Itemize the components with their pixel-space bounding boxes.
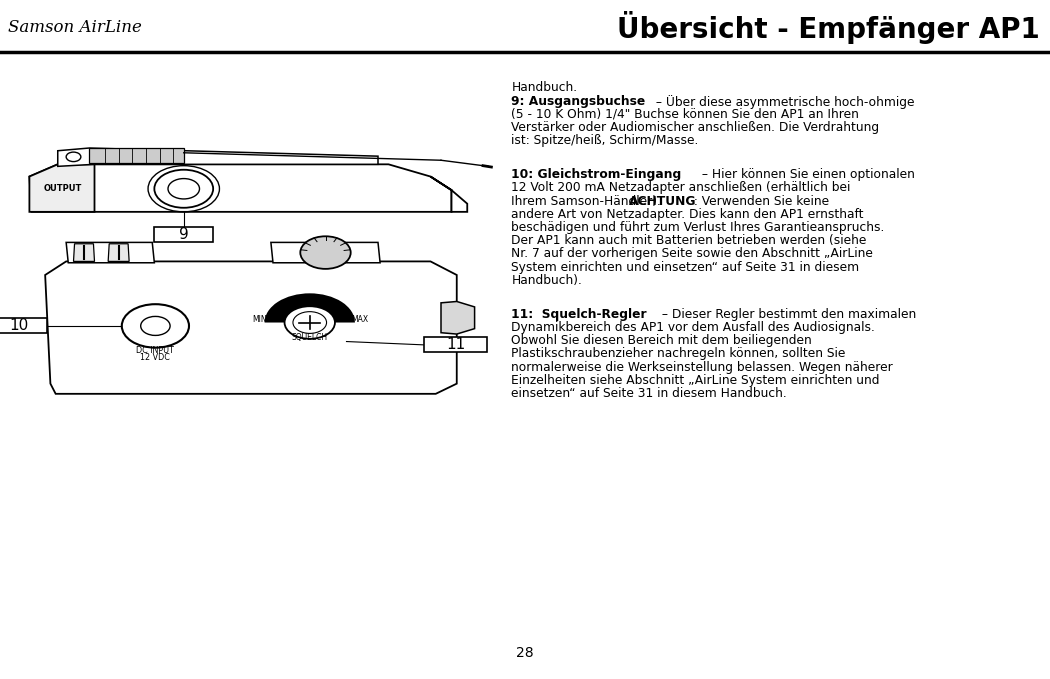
Text: andere Art von Netzadapter. Dies kann den AP1 ernsthaft: andere Art von Netzadapter. Dies kann de… [511, 208, 864, 221]
Text: Plastikschraubenzieher nachregeln können, sollten Sie: Plastikschraubenzieher nachregeln können… [511, 347, 845, 361]
Polygon shape [430, 177, 467, 212]
Text: MIN: MIN [252, 315, 267, 325]
Text: System einrichten und einsetzen“ auf Seite 31 in diesem: System einrichten und einsetzen“ auf Sei… [511, 261, 860, 274]
Polygon shape [74, 244, 94, 261]
Text: 11: 11 [446, 337, 465, 352]
Polygon shape [271, 242, 380, 263]
Text: 10: 10 [9, 318, 28, 333]
Text: DC INPUT: DC INPUT [136, 346, 174, 355]
Text: ACHTUNG: ACHTUNG [629, 194, 696, 208]
Text: 9: 9 [178, 227, 189, 242]
Text: 9: Ausgangsbuchse: 9: Ausgangsbuchse [511, 95, 646, 108]
Text: Dynamikbereich des AP1 vor dem Ausfall des Audiosignals.: Dynamikbereich des AP1 vor dem Ausfall d… [511, 320, 876, 334]
Text: Der AP1 kann auch mit Batterien betrieben werden (siehe: Der AP1 kann auch mit Batterien betriebe… [511, 234, 866, 247]
Text: – Über diese asymmetrische hoch-ohmige: – Über diese asymmetrische hoch-ohmige [652, 95, 915, 109]
Text: Obwohl Sie diesen Bereich mit dem beiliegenden: Obwohl Sie diesen Bereich mit dem beilie… [511, 334, 812, 347]
Polygon shape [58, 148, 378, 166]
Text: 11:  Squelch-Regler: 11: Squelch-Regler [511, 308, 647, 320]
Text: Handbuch).: Handbuch). [511, 274, 582, 287]
Polygon shape [29, 164, 94, 212]
FancyBboxPatch shape [0, 318, 47, 333]
Polygon shape [66, 242, 154, 263]
Text: Verstärker oder Audiomischer anschließen. Die Verdrahtung: Verstärker oder Audiomischer anschließen… [511, 121, 880, 134]
Text: : Verwenden Sie keine: : Verwenden Sie keine [690, 194, 830, 208]
Polygon shape [108, 244, 129, 261]
Text: Samson AirLine: Samson AirLine [8, 18, 143, 36]
Text: ist: Spitze/heiß, Schirm/Masse.: ist: Spitze/heiß, Schirm/Masse. [511, 134, 698, 147]
Text: Übersicht - Empfänger AP1: Übersicht - Empfänger AP1 [616, 11, 1040, 43]
Circle shape [285, 306, 335, 339]
Text: – Dieser Regler bestimmt den maximalen: – Dieser Regler bestimmt den maximalen [658, 308, 917, 320]
Polygon shape [441, 301, 475, 334]
Text: 28: 28 [517, 646, 533, 660]
Text: beschädigen und führt zum Verlust Ihres Garantieanspruchs.: beschädigen und führt zum Verlust Ihres … [511, 221, 885, 234]
Text: einsetzen“ auf Seite 31 in diesem Handbuch.: einsetzen“ auf Seite 31 in diesem Handbu… [511, 387, 788, 400]
Text: – Hier können Sie einen optionalen: – Hier können Sie einen optionalen [698, 168, 916, 181]
Text: Handbuch.: Handbuch. [511, 81, 578, 94]
Text: 10: Gleichstrom-Eingang: 10: Gleichstrom-Eingang [511, 168, 681, 181]
Wedge shape [265, 293, 355, 323]
Text: 12 Volt 200 mA Netzadapter anschließen (erhältlich bei: 12 Volt 200 mA Netzadapter anschließen (… [511, 181, 850, 194]
Text: Einzelheiten siehe Abschnitt „AirLine System einrichten und: Einzelheiten siehe Abschnitt „AirLine Sy… [511, 373, 880, 387]
Text: OUTPUT: OUTPUT [44, 183, 82, 193]
Text: normalerweise die Werkseinstellung belassen. Wegen näherer: normalerweise die Werkseinstellung belas… [511, 361, 894, 373]
Circle shape [300, 236, 351, 269]
Text: MAX: MAX [352, 315, 369, 325]
Polygon shape [45, 261, 457, 394]
Polygon shape [89, 148, 184, 163]
Polygon shape [29, 164, 451, 212]
Text: Ihrem Samson-Händler).: Ihrem Samson-Händler). [511, 194, 665, 208]
FancyBboxPatch shape [154, 227, 213, 242]
FancyBboxPatch shape [424, 337, 487, 352]
Text: (5 - 10 K Ohm) 1/4" Buchse können Sie den AP1 an Ihren: (5 - 10 K Ohm) 1/4" Buchse können Sie de… [511, 108, 859, 121]
Text: Nr. 7 auf der vorherigen Seite sowie den Abschnitt „AirLine: Nr. 7 auf der vorherigen Seite sowie den… [511, 247, 874, 261]
Text: 12 VDC: 12 VDC [141, 352, 170, 362]
Text: SQUELCH: SQUELCH [292, 333, 328, 342]
